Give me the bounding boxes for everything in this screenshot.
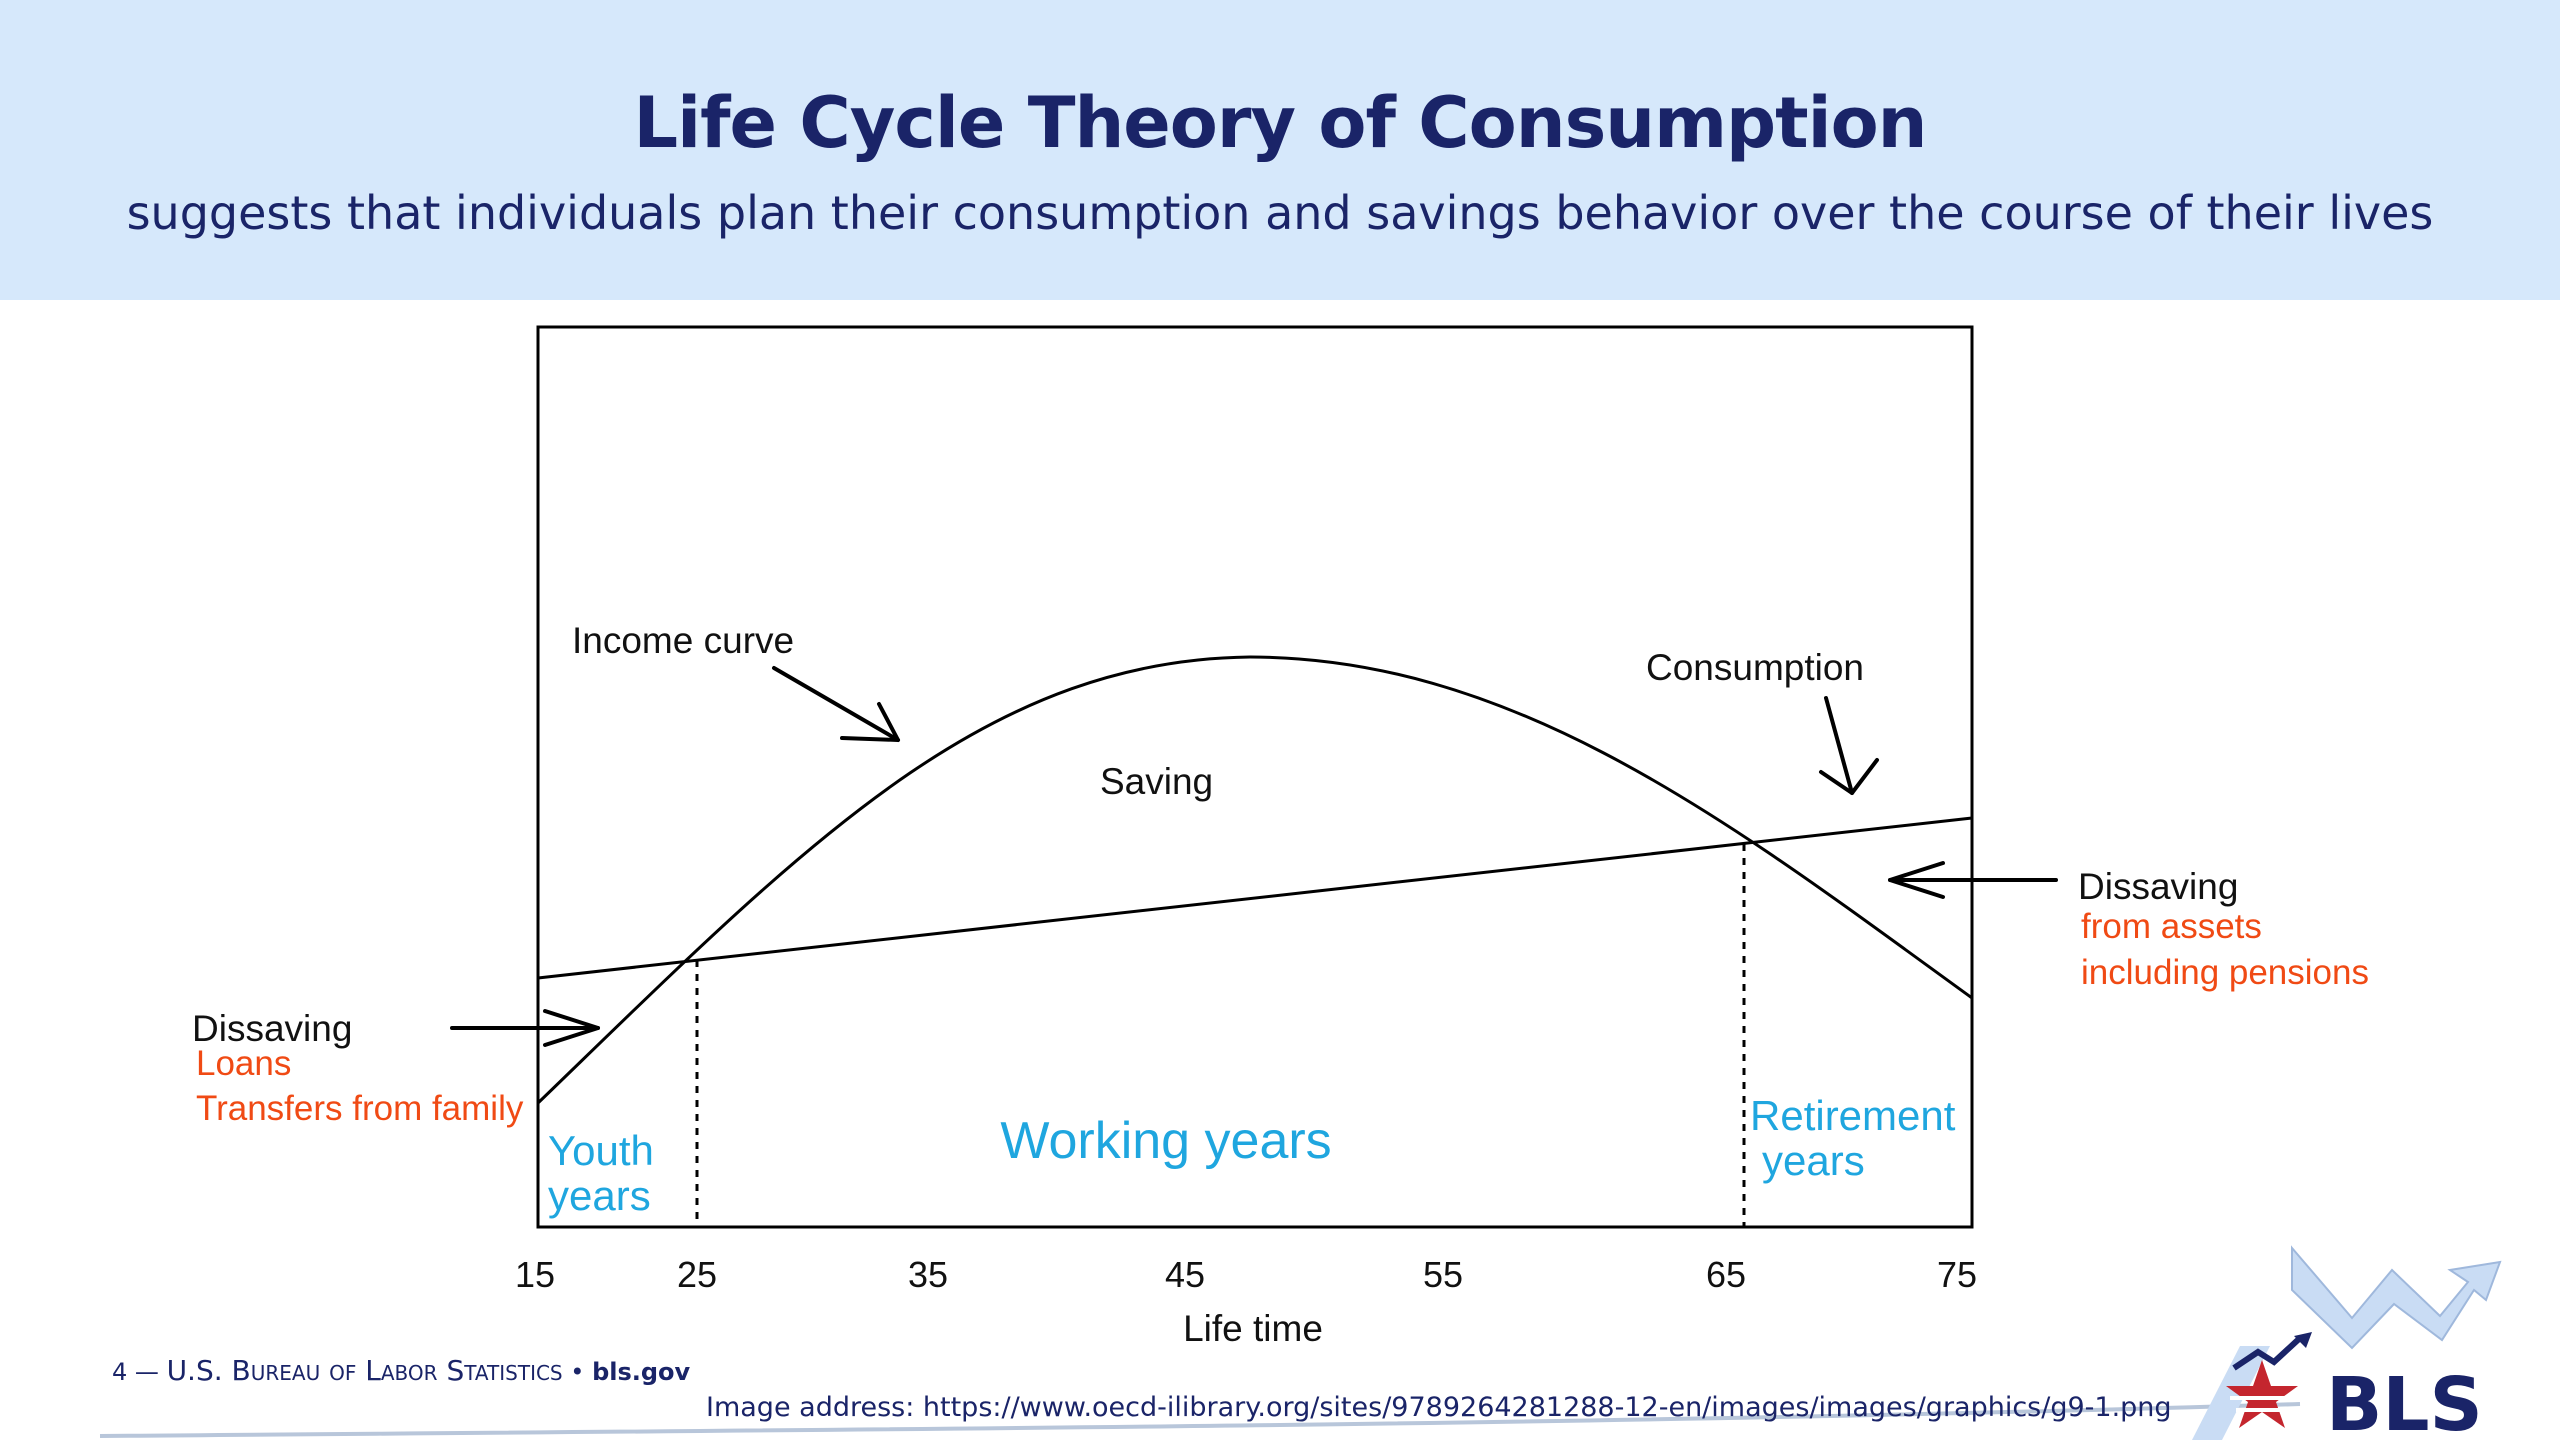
dissaving-right-note: including pensions — [2081, 953, 2369, 992]
dissaving-right-note: from assets — [2081, 907, 2262, 946]
working-phase-label: Working years — [1000, 1112, 1331, 1170]
logo-text: BLS — [2326, 1362, 2483, 1440]
dissaving-left-note: Transfers from family — [196, 1089, 524, 1128]
dissaving-left-note: Loans — [196, 1044, 291, 1083]
saving-label: Saving — [1100, 761, 1213, 802]
dissaving-right-arrow — [1888, 861, 2058, 899]
x-tick-label: 45 — [1165, 1254, 1205, 1295]
diagram-frame — [536, 325, 1974, 1229]
retirement-phase-label: Retirement — [1750, 1092, 1956, 1139]
income-curve-arrow — [772, 666, 900, 742]
x-tick-label: 75 — [1937, 1254, 1977, 1295]
header-band — [0, 0, 2560, 300]
consumption-arrow — [1819, 696, 1879, 795]
footer-swoosh — [99, 1402, 2301, 1438]
youth-phase-label: years — [548, 1172, 651, 1219]
consumption-line — [537, 816, 1973, 980]
x-tick-label: 55 — [1423, 1254, 1463, 1295]
dissaving-left-label: Dissaving — [192, 1008, 352, 1049]
logo-star-icon — [2226, 1360, 2298, 1428]
consumption-label: Consumption — [1646, 647, 1864, 688]
site-link[interactable]: bls.gov — [592, 1358, 691, 1386]
x-tick-label: 35 — [908, 1254, 948, 1295]
x-tick-label: 25 — [677, 1254, 717, 1295]
income-curve-label: Income curve — [572, 620, 794, 661]
agency-name: U.S. Bureau of Labor Statistics — [166, 1354, 563, 1387]
youth-phase-label: Youth — [548, 1127, 654, 1174]
logo-small-arrow-icon — [2232, 1335, 2303, 1371]
dissaving-right-label: Dissaving — [2078, 866, 2238, 907]
image-source-address: Image address: https://www.oecd-ilibrary… — [706, 1392, 2172, 1423]
retirement-phase-label: years — [1762, 1137, 1865, 1184]
x-axis-label: Life time — [1183, 1308, 1323, 1349]
logo-swoosh-icon — [2192, 1346, 2270, 1440]
bls-logo: BLS — [2192, 1245, 2502, 1440]
income-curve — [536, 655, 1973, 1105]
footer-credit: 4 — U.S. Bureau of Labor Statistics • bl… — [112, 1354, 691, 1387]
x-tick-label: 15 — [515, 1254, 555, 1295]
logo-trend-arrow-icon — [2291, 1245, 2502, 1350]
slide-subtitle: suggests that individuals plan their con… — [126, 186, 2434, 240]
x-tick-label: 65 — [1706, 1254, 1746, 1295]
dissaving-left-arrow — [450, 1009, 600, 1047]
page-number: 4 — [112, 1358, 128, 1386]
slide-title: Life Cycle Theory of Consumption — [633, 82, 1927, 164]
